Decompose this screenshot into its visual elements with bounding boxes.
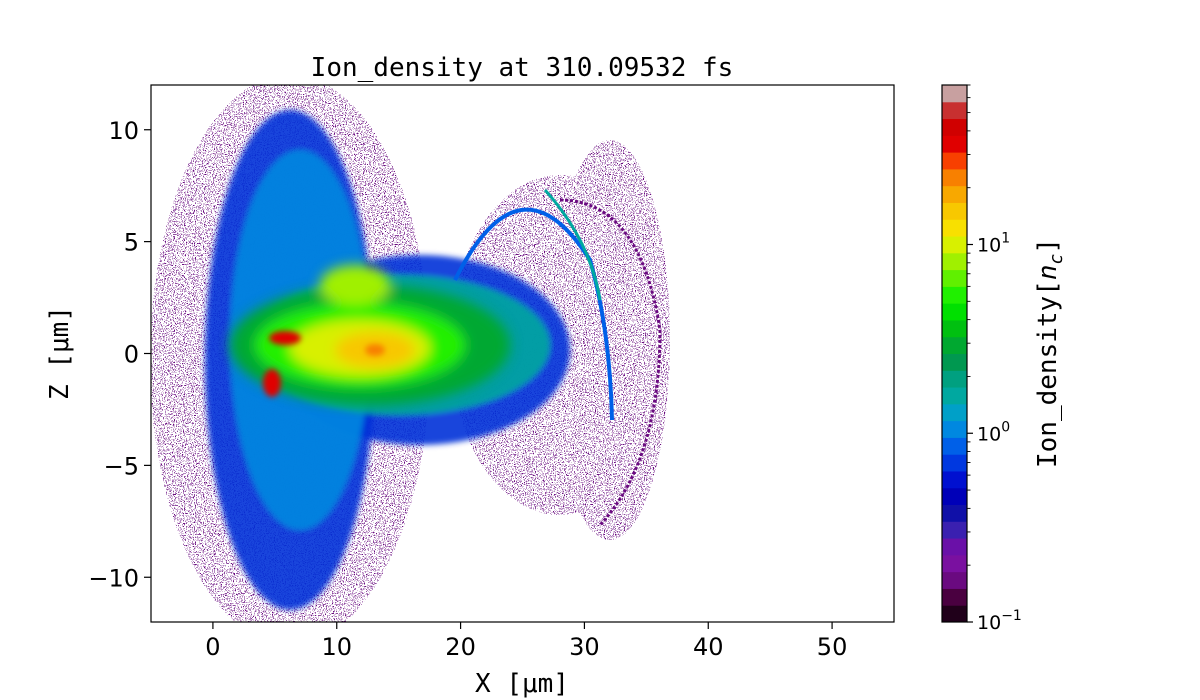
colorbar-swatch	[942, 454, 967, 472]
colorbar-swatch	[942, 487, 967, 506]
colorbar-swatch	[942, 370, 967, 388]
colorbar-tick-exp: 0	[1001, 419, 1010, 435]
colorbar-swatch	[942, 521, 967, 539]
colorbar-swatch	[942, 336, 967, 354]
y-axis-label: Z [μm]	[45, 306, 75, 400]
colorbar-tick-exp: 1	[1001, 231, 1010, 247]
colorbar-swatch	[942, 85, 967, 103]
colorbar-swatch	[942, 101, 967, 120]
colorbar-swatch	[942, 303, 967, 321]
colorbar-frame	[941, 84, 968, 623]
density-heatmap	[151, 85, 670, 622]
x-axis-label: X [μm]	[475, 669, 569, 699]
colorbar-swatch	[942, 202, 967, 220]
colorbar-swatch	[942, 152, 967, 170]
colorbar-tick-exp: −1	[1001, 608, 1022, 624]
colorbar-tick-label: 10−1	[977, 608, 1022, 634]
x-tick-label: 0	[205, 633, 220, 661]
y-tick-label: −10	[88, 564, 139, 592]
colorbar-tick-label: 101	[977, 231, 1010, 257]
colorbar-swatch	[942, 353, 967, 371]
y-tick-label: 5	[124, 229, 139, 257]
colorbar-label-var: n	[1033, 265, 1063, 281]
colorbar-swatch	[942, 269, 967, 287]
colorbar-swatch	[942, 538, 967, 556]
colorbar-swatch	[942, 554, 967, 573]
colorbar-swatch	[942, 470, 967, 489]
y-tick-label: −5	[104, 452, 139, 480]
colorbar-swatch	[942, 588, 967, 606]
colorbar-swatch	[942, 168, 967, 187]
colorbar-tick-base: 10	[977, 235, 1001, 257]
colorbar-tick-base: 10	[977, 423, 1001, 445]
colorbar-swatch	[942, 571, 967, 589]
colorbar-label: Ion_density[nc]	[1033, 238, 1067, 468]
plot-area	[150, 84, 895, 623]
colorbar-swatch	[942, 437, 967, 455]
colorbar-label-sub: c	[1046, 254, 1067, 265]
colorbar-swatch	[942, 286, 967, 304]
y-axis: −10 −5 0 5 10	[88, 117, 151, 592]
y-tick-label: 0	[124, 341, 139, 369]
x-tick-label: 10	[321, 633, 352, 661]
colorbar-swatch	[942, 387, 967, 405]
x-tick-label: 40	[693, 633, 724, 661]
colorbar-swatch	[942, 118, 967, 136]
colorbar-swatch	[942, 135, 967, 153]
colorbar-swatch	[942, 420, 967, 438]
colorbar-swatch	[942, 252, 967, 271]
expanding-shell	[453, 188, 662, 527]
colorbar-swatch	[942, 504, 967, 522]
colorbar-swatch	[942, 236, 967, 254]
colorbar-swatch	[942, 219, 967, 237]
colorbar-swatch	[942, 605, 967, 623]
colorbar-label-main: Ion_density[	[1033, 280, 1063, 468]
x-tick-label: 20	[445, 633, 476, 661]
x-tick-label: 50	[817, 633, 848, 661]
colorbar-swatch	[942, 319, 967, 338]
colorbar-swatch	[942, 185, 967, 203]
y-tick-label: 10	[108, 117, 139, 145]
hotspots	[263, 331, 385, 397]
x-axis: 0 10 20 30 40 50	[205, 622, 847, 661]
colorbar-tick-base: 10	[977, 612, 1001, 634]
colorbar-label-close: ]	[1033, 238, 1063, 254]
colorbar-tick-label: 100	[977, 419, 1010, 445]
x-tick-label: 30	[569, 633, 600, 661]
colorbar-swatch	[942, 403, 967, 422]
chart-title: Ion_density at 310.09532 fs	[311, 53, 734, 83]
